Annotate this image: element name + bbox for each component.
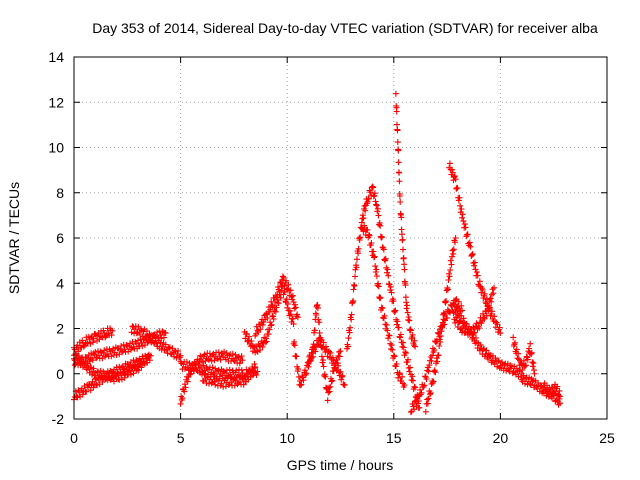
series-markers-track-h xyxy=(198,361,259,390)
series-track-s xyxy=(450,301,525,380)
x-tick-label: 10 xyxy=(279,430,295,446)
series-track-o xyxy=(392,90,419,350)
series-markers-track-n xyxy=(358,219,408,390)
series-track-t xyxy=(450,284,498,338)
x-tick-label: 25 xyxy=(599,430,615,446)
data-series xyxy=(71,90,564,416)
series-track-j xyxy=(252,273,301,339)
series-markers-track-l xyxy=(305,335,348,389)
y-tick-label: 8 xyxy=(56,185,64,201)
y-tick-label: 10 xyxy=(48,140,64,156)
x-tick-label: 5 xyxy=(177,430,185,446)
y-tick-label: 2 xyxy=(56,321,64,337)
y-tick-label: 6 xyxy=(56,230,64,246)
series-markers-track-m xyxy=(343,183,423,411)
series-markers-track-e xyxy=(128,323,184,361)
series-markers-track-j xyxy=(252,273,301,339)
series-track-p xyxy=(407,296,466,416)
x-tick-label: 20 xyxy=(493,430,509,446)
series-markers-track-q xyxy=(422,235,459,415)
y-tick-label: 14 xyxy=(48,49,64,65)
series-track-n xyxy=(358,219,408,390)
series-markers-track-i xyxy=(241,283,297,356)
series-track-w xyxy=(540,380,564,400)
y-axis-label: SDTVAR / TECUs xyxy=(6,182,22,294)
x-tick-label: 0 xyxy=(70,430,78,446)
series-track-u xyxy=(510,334,538,377)
series-track-e xyxy=(128,323,184,361)
series-track-i xyxy=(241,283,297,356)
x-tick-label: 15 xyxy=(386,430,402,446)
series-markers-track-w xyxy=(540,380,564,400)
series-markers-track-p xyxy=(407,296,466,416)
x-axis-label: GPS time / hours xyxy=(287,457,394,473)
series-track-q xyxy=(422,235,459,415)
axis-ticks: 0 5 10 15 20 25 -2 0 2 4 6 8 10 12 14 xyxy=(48,49,615,446)
series-track-l xyxy=(305,335,348,389)
y-tick-label: 12 xyxy=(48,94,64,110)
series-markers-track-u xyxy=(510,334,538,377)
series-markers-track-o xyxy=(392,90,419,350)
chart-title: Day 353 of 2014, Sidereal Day-to-day VTE… xyxy=(92,20,598,36)
series-track-h xyxy=(198,361,259,390)
series-markers-track-t xyxy=(450,284,498,338)
y-tick-label: 0 xyxy=(56,366,64,382)
y-tick-label: -2 xyxy=(52,411,65,427)
y-tick-label: 4 xyxy=(56,275,64,291)
series-markers-track-s xyxy=(450,301,525,380)
series-track-m xyxy=(343,183,423,411)
